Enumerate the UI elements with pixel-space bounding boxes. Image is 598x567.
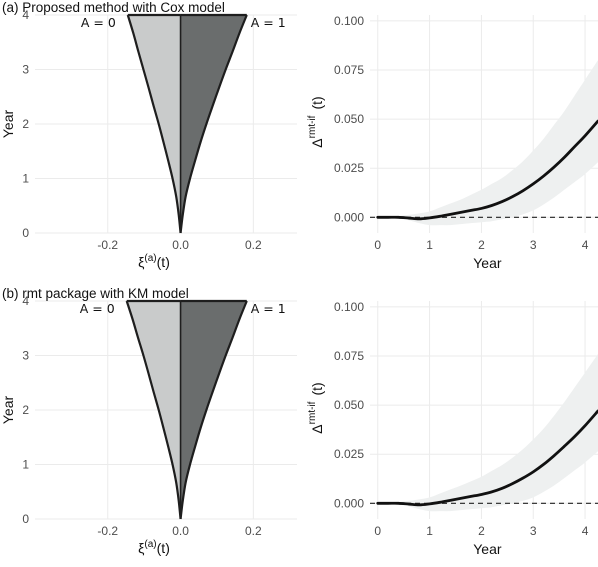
x-axis-title: ξ(a)(t) [138,539,170,556]
y-tick-label: 0 [22,512,29,526]
x-tick-label: 2 [478,524,485,538]
x-tick-label: 0 [374,238,381,252]
y-axis-title: Δrmt-if(t) [307,382,325,433]
x-tick-label: 0.0 [172,524,189,538]
y-axis-title: Year [0,396,16,425]
y-tick-label: 0.050 [334,398,364,412]
estimate-line [376,409,598,507]
y-tick-label: 0.050 [334,112,364,126]
x-tick-label: -0.2 [97,524,118,538]
x-tick-label: 1 [426,524,433,538]
y-tick-label: 2 [22,117,29,131]
panel-3: 0 1 2 3 4 0.000 0.025 0.050 0.075 0.100 Year Δrmt-i… [307,300,598,557]
x-tick-label: 4 [582,524,589,538]
y-tick-label: 2 [22,403,29,417]
outline-a0 [125,300,182,520]
group-label-a0: A = 0 [80,301,115,316]
x-tick-label: 1 [426,238,433,252]
x-tick-label: 0.2 [245,238,262,252]
y-tick-label: 3 [22,349,29,363]
y-tick-label: 4 [22,8,29,22]
y-tick-label: 0.025 [334,447,364,461]
x-tick-label: 0.0 [172,238,189,252]
x-tick-label: 2 [478,238,485,252]
x-tick-label: 0.2 [245,524,262,538]
y-tick-label: 1 [22,172,29,186]
panel-title: (a) Proposed method with Cox model [2,0,225,15]
estimate-line [376,119,598,221]
outline-a1 [179,14,248,234]
y-tick-label: 0.075 [334,63,364,77]
panel-1: 0 1 2 3 4 0.000 0.025 0.050 0.075 0.100 Year Δrmt-i… [307,14,598,271]
y-tick-label: 0.000 [334,496,364,510]
y-tick-label: 0.025 [334,161,364,175]
plot-area [370,60,598,226]
y-axis-title: Δrmt-if(t) [307,96,325,147]
x-tick-label: -0.2 [97,238,118,252]
group-label-a1: A = 1 [251,15,286,30]
y-tick-label: 3 [22,63,29,77]
x-tick-label: 4 [582,238,589,252]
x-axis-title: Year [473,541,502,557]
y-tick-label: 0.000 [334,210,364,224]
confidence-band [377,354,598,512]
x-axis-title: ξ(a)(t) [138,253,170,270]
area-a1 [180,301,247,519]
area-a0 [126,301,181,519]
group-label-a1: A = 1 [251,301,286,316]
x-axis-title: Year [473,255,502,271]
x-tick-label: 3 [530,524,537,538]
panel-2: A = 0 A = 1 -0.2 0.0 0.2 0 1 2 3 4(b) rmt package… [0,286,297,556]
y-tick-label: 1 [22,458,29,472]
panel-0: A = 0 A = 1 -0.2 0.0 0.2 0 1 2 3 4(a) Proposed me… [0,0,297,270]
y-tick-label: 0.100 [334,300,364,314]
y-axis-title: Year [0,110,16,139]
x-tick-label: 0 [374,524,381,538]
plot-area [370,354,598,512]
outline-a1 [179,300,248,520]
y-tick-label: 4 [22,294,29,308]
outline-a0 [126,14,182,234]
x-tick-label: 3 [530,238,537,252]
confidence-band [377,60,598,226]
panel-title: (b) rmt package with KM model [2,286,189,301]
y-tick-label: 0.075 [334,349,364,363]
y-tick-label: 0.100 [334,14,364,28]
y-tick-label: 0 [22,226,29,240]
group-label-a0: A = 0 [81,15,116,30]
area-a0 [127,15,181,233]
area-a1 [180,15,247,233]
